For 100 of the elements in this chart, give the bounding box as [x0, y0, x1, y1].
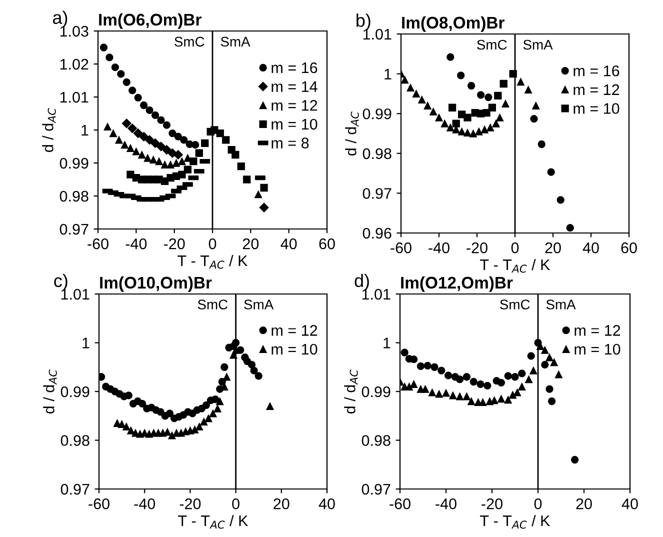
y-axis-title: d / d$_{AC}$ — [345, 111, 359, 156]
point — [266, 402, 274, 410]
x-tick-label: 20 — [242, 238, 259, 250]
y-tick-label: 0.99 — [60, 386, 90, 398]
point — [139, 132, 149, 142]
x-tick-label: -60 — [88, 238, 108, 250]
y-tick-label: 1 — [384, 338, 390, 348]
x-tick-label: -40 — [428, 242, 450, 254]
point — [162, 145, 172, 155]
point — [400, 348, 408, 356]
point — [438, 366, 446, 374]
point — [484, 382, 492, 390]
x-tick-label: 60 — [319, 238, 335, 250]
point — [524, 375, 533, 384]
point — [494, 92, 502, 100]
point — [128, 86, 136, 94]
point — [448, 104, 456, 112]
point — [467, 82, 476, 90]
y-axis-title: d / d$_{AC}$ — [43, 369, 57, 414]
point — [120, 141, 129, 149]
point — [111, 63, 119, 72]
point — [410, 380, 418, 388]
y-tick-label: 0.98 — [60, 435, 90, 446]
point — [156, 142, 166, 152]
y-tick-label: 1.03 — [60, 26, 88, 37]
legend-label: m = 16 — [574, 65, 620, 76]
y-tick-label: 1.01 — [362, 288, 390, 300]
legend-label: m = 10 — [272, 344, 318, 355]
point — [146, 106, 154, 114]
point — [115, 136, 123, 144]
y-tick-label: 0.97 — [362, 484, 390, 495]
x-tick-label: -60 — [390, 242, 412, 254]
point — [435, 114, 443, 122]
point — [442, 389, 450, 397]
point — [117, 70, 125, 78]
point — [214, 404, 222, 412]
point — [496, 114, 504, 122]
point — [166, 160, 174, 168]
point — [530, 114, 538, 123]
point — [492, 120, 500, 128]
point — [100, 44, 108, 52]
point — [162, 121, 171, 129]
point — [464, 114, 472, 122]
point — [458, 128, 466, 136]
annotation: SmA — [220, 36, 250, 47]
x-tick-label: 40 — [318, 498, 335, 510]
y-tick-label: 0.97 — [362, 188, 392, 199]
point — [124, 392, 132, 400]
point — [126, 144, 134, 152]
x-tick-label: 20 — [576, 498, 592, 510]
point — [150, 138, 160, 148]
point — [424, 362, 432, 370]
x-tick-label: -60 — [88, 498, 110, 510]
x-tick-label: 40 — [622, 498, 638, 510]
x-tick-label: 20 — [545, 242, 561, 254]
point — [190, 158, 198, 166]
x-tick-label: 20 — [274, 498, 290, 510]
point — [99, 373, 106, 381]
point — [480, 126, 488, 134]
point — [122, 78, 130, 86]
y-tick-label: 1.01 — [61, 288, 90, 300]
y-tick-label: 0.98 — [362, 148, 392, 160]
x-tick-label: -20 — [482, 498, 502, 510]
point — [173, 150, 183, 160]
point — [254, 372, 262, 380]
point — [476, 380, 484, 388]
point — [140, 101, 148, 110]
point — [484, 93, 492, 102]
point — [209, 410, 217, 418]
point — [122, 422, 130, 430]
point — [500, 80, 508, 88]
y-tick-label: 1 — [384, 68, 392, 80]
point — [122, 118, 132, 128]
point — [428, 388, 436, 396]
point — [546, 354, 554, 362]
point — [254, 190, 262, 198]
x-tick-label: -20 — [164, 238, 185, 250]
point — [513, 388, 522, 396]
point — [457, 72, 465, 80]
y-tick-label: 0.99 — [60, 158, 88, 169]
point — [446, 53, 454, 61]
x-tick-label: -60 — [390, 498, 410, 510]
point — [497, 394, 506, 403]
point — [216, 129, 224, 138]
point — [412, 90, 420, 98]
point — [168, 129, 176, 138]
point — [134, 94, 142, 102]
point — [144, 135, 154, 145]
point — [470, 378, 478, 386]
point — [416, 362, 425, 370]
point — [430, 363, 438, 371]
text: a) — [52, 10, 68, 28]
point — [195, 422, 204, 430]
y-tick-label: 1 — [82, 338, 90, 348]
annotation: SmC — [500, 300, 530, 310]
point — [128, 124, 138, 134]
point — [202, 401, 210, 409]
point — [132, 148, 140, 156]
point — [222, 136, 230, 144]
y-tick-label: 1.01 — [363, 28, 392, 40]
